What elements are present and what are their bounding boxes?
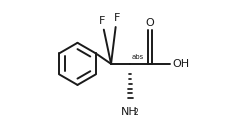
Text: OH: OH xyxy=(172,59,188,69)
Text: F: F xyxy=(98,16,105,26)
Text: NH: NH xyxy=(120,107,136,117)
Text: abs: abs xyxy=(131,54,143,60)
Text: O: O xyxy=(145,18,154,28)
Text: 2: 2 xyxy=(133,108,138,117)
Text: F: F xyxy=(113,13,120,23)
